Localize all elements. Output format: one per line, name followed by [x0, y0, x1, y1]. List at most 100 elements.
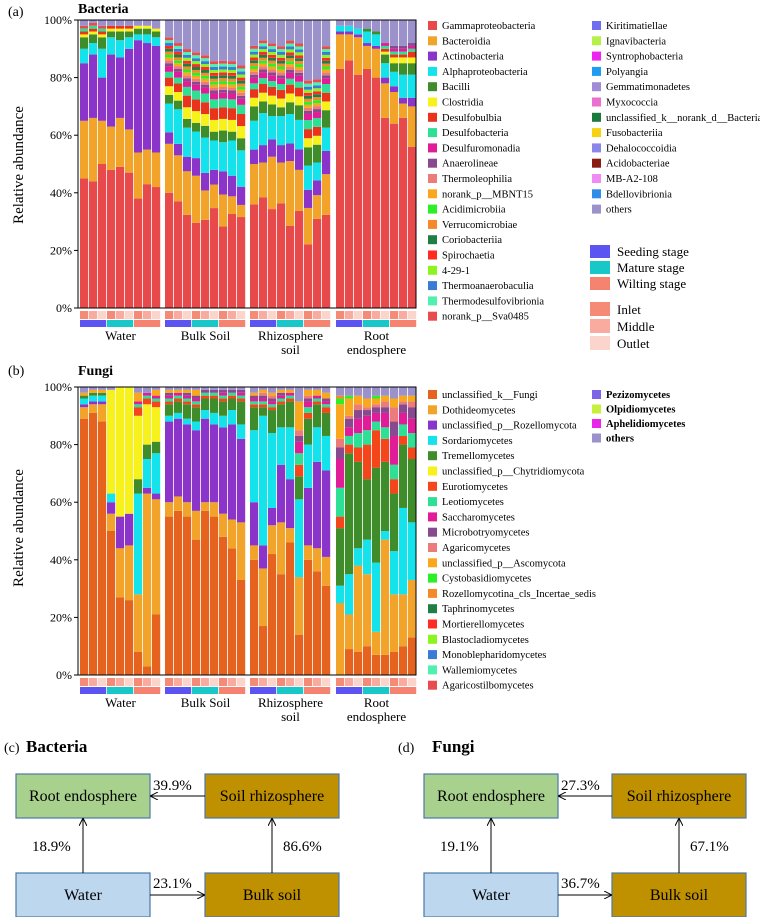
bar-segment	[174, 143, 183, 156]
bar-segment	[201, 67, 210, 70]
bar-segment	[219, 130, 228, 143]
legend-label: Sordariomycetes	[442, 436, 513, 447]
bar-segment	[174, 201, 183, 308]
bar-segment	[304, 412, 313, 419]
bar-segment	[201, 69, 210, 73]
stage-legend-swatch	[590, 245, 610, 258]
bar-segment	[183, 95, 192, 108]
bar-segment	[381, 539, 390, 655]
legend-label: unclassified_p__Ascomycota	[442, 558, 566, 569]
bar-segment	[165, 516, 174, 675]
legend-label: Tremellomycetes	[442, 451, 515, 462]
bar-segment	[98, 395, 107, 402]
stage-strip-cell	[304, 687, 331, 694]
bar-segment	[210, 90, 219, 94]
bar-segment	[250, 120, 259, 150]
bar-segment	[219, 20, 228, 61]
bar-segment	[336, 404, 345, 439]
site-strip-cell	[345, 678, 354, 686]
bar-segment	[219, 98, 228, 108]
bar-segment	[219, 69, 228, 73]
bar-segment	[80, 392, 89, 396]
bar-segment	[354, 651, 363, 675]
bar-segment	[313, 109, 322, 113]
bar-segment	[372, 48, 381, 78]
bar-segment	[134, 28, 143, 35]
bar-segment	[228, 424, 237, 520]
bar-segment	[174, 57, 183, 61]
bar-segment	[219, 171, 228, 195]
bar-segment	[250, 60, 259, 64]
bar-segment	[295, 87, 304, 97]
legend-label: Spirochaetia	[442, 251, 495, 262]
bar-segment	[259, 407, 268, 416]
panel-b: (b) Fungi Relative abundance 0% 20% 40% 60%…	[8, 364, 685, 724]
bar-segment	[295, 72, 304, 76]
group-label: Root	[364, 328, 390, 343]
legend-swatch	[428, 435, 437, 445]
bar-segment	[192, 99, 201, 112]
legend-label: norank_p__Sva0485	[442, 312, 529, 323]
legend-label: Leotiomycetes	[442, 497, 504, 508]
bar-segment	[295, 577, 304, 635]
bar-segment	[250, 395, 259, 399]
bar-segment	[295, 453, 304, 465]
legend-swatch	[428, 128, 437, 138]
legend-swatch	[428, 219, 437, 229]
bar-segment	[363, 410, 372, 416]
site-strip-cell	[134, 311, 143, 319]
bar-segment	[98, 401, 107, 405]
site-strip-cell	[345, 311, 354, 319]
bar-segment	[399, 97, 408, 104]
legend-label: Taphrinomycetes	[442, 604, 514, 615]
bar-segment	[399, 401, 408, 405]
bar-segment	[381, 117, 390, 308]
bar-segment	[219, 89, 228, 93]
bar-segment	[165, 401, 174, 405]
bar-segment	[237, 395, 246, 399]
site-strip-cell	[183, 678, 192, 686]
bar-segment	[250, 387, 259, 393]
bar-segment	[116, 40, 125, 58]
bar-segment	[354, 418, 363, 434]
site-strip-cell	[313, 311, 322, 319]
bar-segment	[322, 66, 331, 70]
bar-segment	[295, 58, 304, 62]
site-strip-cell	[390, 678, 399, 686]
bar-segment	[322, 404, 331, 408]
bar-segment	[277, 162, 286, 204]
bar-segment	[345, 34, 354, 61]
bar-segment	[268, 209, 277, 308]
bar-segment	[390, 651, 399, 675]
bar-segment	[345, 418, 354, 428]
bar-segment	[192, 75, 201, 79]
bar-segment	[277, 54, 286, 58]
bar-segment	[116, 28, 125, 32]
bar-segment	[354, 395, 363, 405]
legend-label: Bacteroidia	[442, 36, 491, 47]
bar-segment	[372, 412, 381, 422]
bar-segment	[268, 60, 277, 64]
bar-segment	[304, 189, 313, 208]
bar-segment	[165, 45, 174, 49]
bar-segment	[165, 398, 174, 402]
site-strip-cell	[250, 311, 259, 319]
bar-segment	[286, 78, 295, 85]
panel-d-bulk-soil-label: Bulk soil	[650, 887, 709, 904]
bar-segment	[165, 71, 174, 78]
bar-segment	[210, 169, 219, 185]
legend-swatch	[592, 51, 601, 61]
bar-segment	[165, 415, 174, 422]
bar-segment	[286, 143, 295, 162]
legend-label: Desulfobulbia	[442, 113, 502, 124]
bar-segment	[201, 190, 210, 220]
legend-swatch	[428, 311, 437, 321]
bar-segment	[219, 387, 228, 390]
site-strip-cell	[363, 311, 372, 319]
bar-segment	[268, 407, 277, 411]
bar-segment	[237, 98, 246, 105]
legend-label: others	[606, 434, 634, 445]
panel-b-legend-col2: Pezizomycetes Olpidiomycetes Aphelidiomyce…	[592, 390, 685, 445]
bar-segment	[107, 513, 116, 531]
bar-segment	[201, 84, 210, 88]
